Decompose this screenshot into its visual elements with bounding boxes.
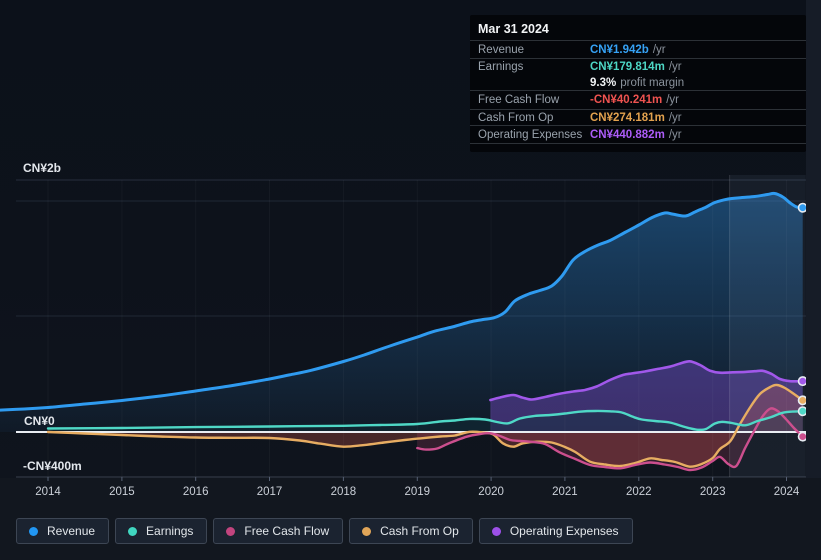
- operating-expenses-swatch-icon: [491, 526, 501, 536]
- horizontal-gridlines: [16, 179, 806, 478]
- x-axis: 2014 2015 2016 2017 2018 2019 2020 2021 2022 2023…: [35, 477, 800, 498]
- tooltip-row-revenue: Revenue CN¥1.942b /yr: [470, 41, 806, 59]
- revenue-end-marker: [797, 202, 806, 213]
- x-tick-label: 2015: [109, 486, 135, 498]
- free-cash-flow-swatch-icon: [226, 526, 236, 536]
- revenue-line: [0, 191, 805, 412]
- chart-tooltip: Mar 31 2024 Revenue CN¥1.942b /yr Earnin…: [470, 15, 806, 152]
- cash-from-op-line: [46, 383, 804, 468]
- revenue-fill: [0, 193, 803, 432]
- legend-item-earnings[interactable]: Earnings: [115, 518, 208, 544]
- free-cash-flow-fill: [417, 408, 803, 471]
- y-label-neg400m: -CN¥400m: [23, 459, 82, 473]
- x-tick-label: 2018: [331, 486, 357, 498]
- free-cash-flow-end-marker: [797, 431, 806, 442]
- legend-item-free-cash-flow[interactable]: Free Cash Flow: [213, 518, 344, 544]
- tooltip-row-cash-from-op: Cash From Op CN¥274.181m /yr: [470, 110, 806, 126]
- legend-item-cash-from-op[interactable]: Cash From Op: [349, 518, 473, 544]
- earnings-swatch-icon: [128, 526, 138, 536]
- series-lines: [0, 191, 805, 472]
- tooltip-date: Mar 31 2024: [470, 15, 806, 41]
- x-tick-label: 2014: [35, 486, 61, 498]
- revenue-swatch-icon: [29, 526, 38, 536]
- x-tick-label: 2024: [774, 486, 800, 498]
- x-tick-label: 2022: [626, 486, 652, 498]
- series-end-markers: [797, 202, 806, 442]
- earnings-line: [46, 409, 804, 432]
- x-tick-label: 2020: [478, 486, 504, 498]
- x-tick-label: 2021: [552, 486, 578, 498]
- y-axis-labels: CN¥2b CN¥0 -CN¥400m: [23, 161, 82, 473]
- legend-item-operating-expenses[interactable]: Operating Expenses: [478, 518, 633, 544]
- y-label-2b: CN¥2b: [23, 161, 61, 175]
- cash-from-op-end-marker: [797, 395, 806, 406]
- chart-legend: Revenue Earnings Free Cash Flow Cash Fro…: [16, 518, 633, 544]
- x-tick-label: 2016: [183, 486, 209, 498]
- cash-from-op-fill: [48, 384, 803, 467]
- operating-expenses-line: [489, 359, 804, 402]
- earnings-end-marker: [797, 406, 806, 417]
- operating-expenses-fill: [490, 361, 803, 432]
- series-fills: [0, 193, 803, 471]
- cash-from-op-swatch-icon: [362, 526, 372, 536]
- x-tick-label: 2023: [700, 486, 726, 498]
- right-edge-strip: [806, 0, 821, 478]
- x-tick-label: 2017: [257, 486, 283, 498]
- free-cash-flow-line: [416, 407, 804, 472]
- tooltip-row-free-cash-flow: Free Cash Flow -CN¥40.241m /yr: [470, 91, 806, 110]
- y-label-zero: CN¥0: [24, 414, 55, 428]
- tooltip-row-operating-expenses: Operating Expenses CN¥440.882m /yr: [470, 126, 806, 144]
- legend-item-revenue[interactable]: Revenue: [16, 518, 110, 544]
- tooltip-row-profit-margin: 9.3% profit margin: [470, 75, 806, 91]
- tooltip-row-earnings: Earnings CN¥179.814m /yr: [478, 61, 682, 73]
- operating-expenses-end-marker: [797, 376, 806, 387]
- x-tick-label: 2019: [405, 486, 431, 498]
- earnings-fill: [48, 410, 803, 432]
